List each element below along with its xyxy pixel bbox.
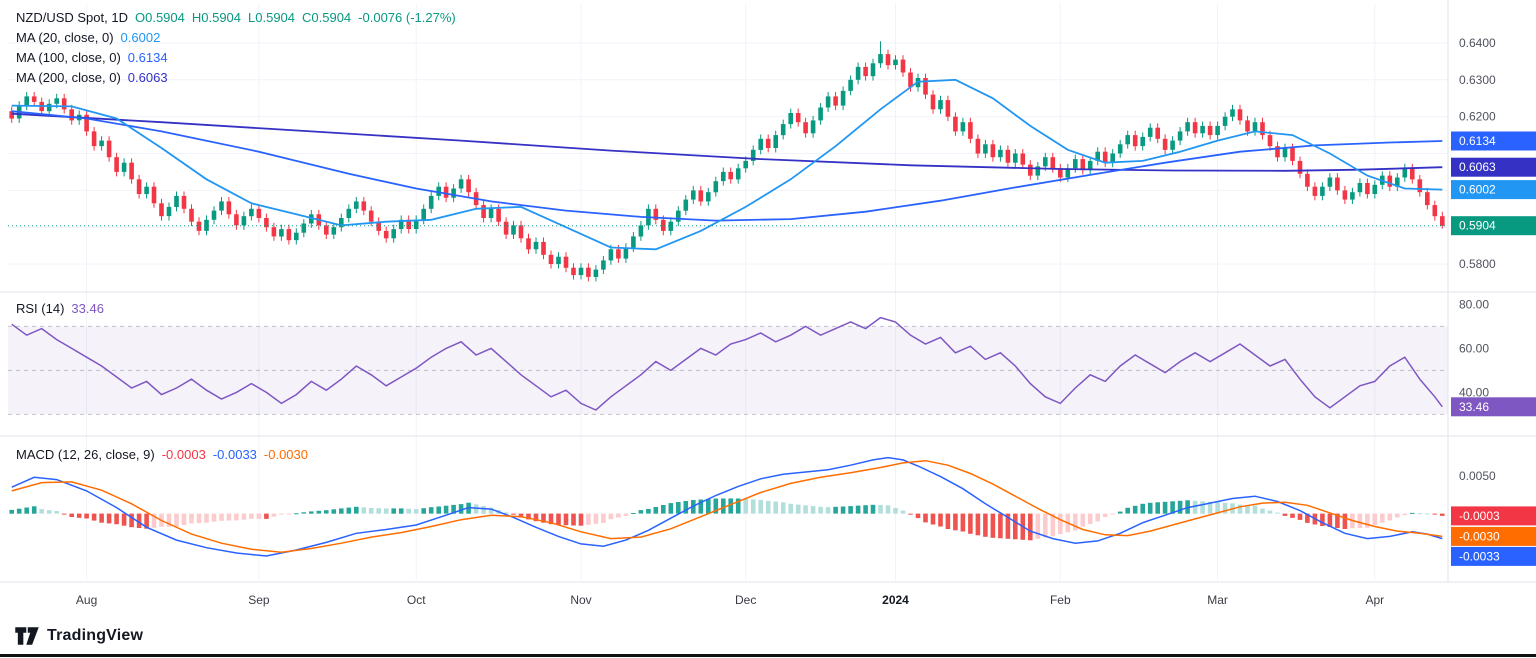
macd-line — [11, 456, 1443, 557]
svg-text:60.00: 60.00 — [1459, 341, 1489, 355]
svg-text:2024: 2024 — [882, 593, 909, 607]
tradingview-logo-icon[interactable] — [14, 625, 40, 647]
svg-text:0.6134: 0.6134 — [1459, 134, 1496, 148]
svg-text:0.5904: 0.5904 — [1459, 219, 1496, 233]
price-chip: 0.5904 — [1451, 216, 1536, 236]
bottom-divider — [0, 654, 1536, 657]
svg-text:Sep: Sep — [248, 593, 270, 607]
price-chip: 0.6002 — [1451, 180, 1536, 200]
svg-text:-0.0003: -0.0003 — [1459, 509, 1500, 523]
macd-histogram — [9, 498, 1445, 541]
ma100-line — [11, 110, 1443, 222]
candlestick-series — [9, 41, 1445, 282]
rsi-band — [8, 325, 1448, 415]
svg-text:-0.0033: -0.0033 — [1459, 549, 1500, 563]
rsi-chip: 33.46 — [1451, 397, 1536, 417]
price-chip: 0.6063 — [1451, 157, 1536, 177]
svg-text:0.5800: 0.5800 — [1459, 257, 1496, 271]
svg-text:Dec: Dec — [735, 593, 756, 607]
panel-separators — [0, 0, 1536, 583]
svg-text:Mar: Mar — [1207, 593, 1228, 607]
macd-chip: -0.0030 — [1451, 526, 1536, 546]
svg-text:0.6300: 0.6300 — [1459, 73, 1496, 87]
svg-text:40.00: 40.00 — [1459, 385, 1489, 399]
svg-text:Apr: Apr — [1365, 593, 1384, 607]
macd-chip: -0.0033 — [1451, 546, 1536, 566]
svg-text:0.6063: 0.6063 — [1459, 160, 1496, 174]
svg-text:Nov: Nov — [570, 593, 591, 607]
time-axis[interactable]: Aug Sep Oct Nov Dec 2024 Feb Mar Apr — [76, 593, 1384, 607]
price-chip: 0.6134 — [1451, 131, 1536, 151]
svg-text:0.0050: 0.0050 — [1459, 469, 1496, 483]
ma200-line — [11, 112, 1443, 172]
grid-horizontal — [8, 42, 1448, 265]
macd-chip: -0.0003 — [1451, 506, 1536, 526]
price-axis[interactable]: 0.6400 0.6300 0.6200 0.5800 80.00 60.00 40.00 0… — [1451, 36, 1536, 566]
macd-signal-line — [11, 459, 1443, 554]
svg-text:Oct: Oct — [407, 593, 426, 607]
svg-text:80.00: 80.00 — [1459, 297, 1489, 311]
svg-text:33.46: 33.46 — [1459, 400, 1489, 414]
svg-text:0.6400: 0.6400 — [1459, 36, 1496, 50]
ma20-line — [11, 78, 1443, 251]
svg-text:-0.0030: -0.0030 — [1459, 529, 1500, 543]
chart-canvas[interactable]: 0.6400 0.6300 0.6200 0.5800 80.00 60.00 40.00 0… — [0, 0, 1536, 620]
rsi-line — [11, 316, 1443, 411]
tradingview-brand[interactable]: TradingView — [47, 627, 144, 644]
svg-text:Aug: Aug — [76, 593, 97, 607]
footer: TradingView — [14, 625, 143, 647]
svg-text:0.6200: 0.6200 — [1459, 110, 1496, 124]
svg-text:0.6002: 0.6002 — [1459, 183, 1496, 197]
svg-text:Feb: Feb — [1050, 593, 1071, 607]
